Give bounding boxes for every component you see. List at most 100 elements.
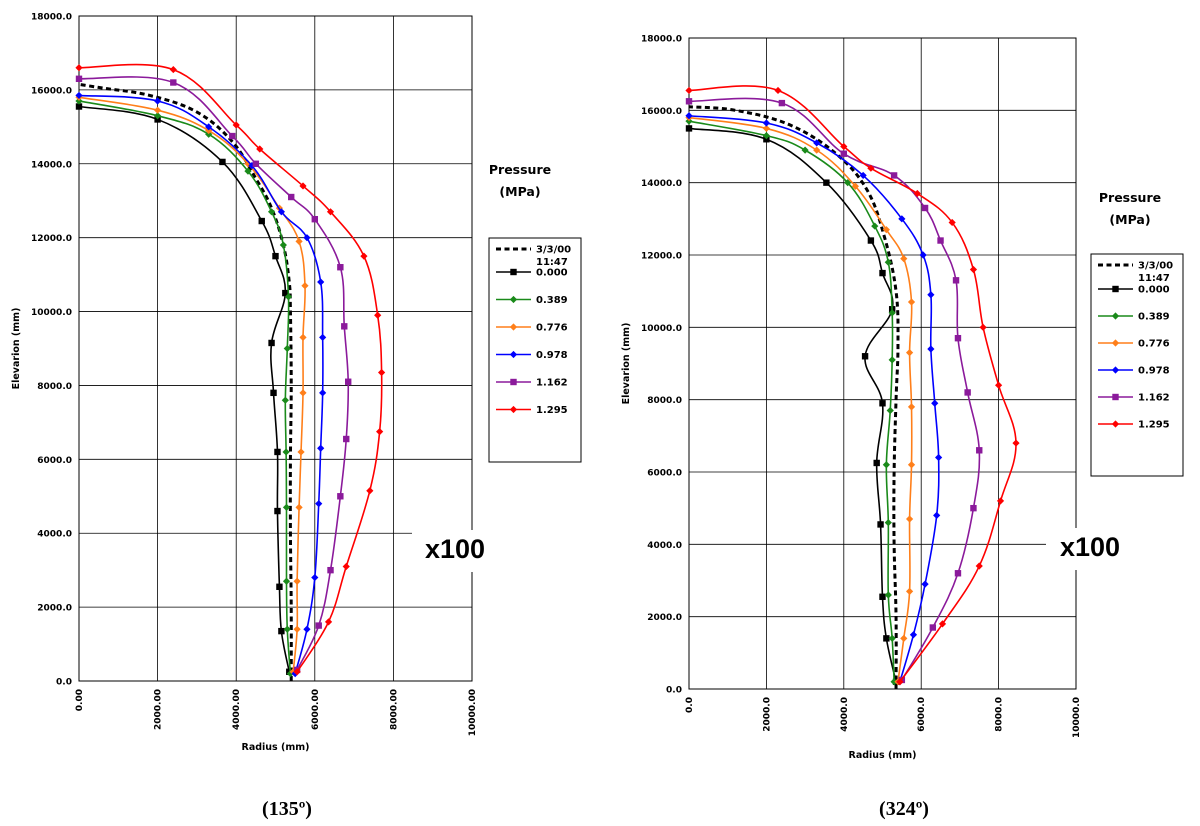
series-0-978 xyxy=(75,91,327,678)
data-point xyxy=(319,333,327,342)
legend-title-unit: (MPa) xyxy=(499,184,540,199)
data-point xyxy=(360,252,368,260)
data-point xyxy=(274,448,281,456)
y-tick-label: 10000.0 xyxy=(31,308,72,318)
data-point xyxy=(907,403,916,411)
data-point xyxy=(884,258,892,266)
legend-title-unit: (MPa) xyxy=(1109,212,1150,227)
data-point xyxy=(258,217,265,225)
data-point xyxy=(685,98,693,105)
data-point xyxy=(888,634,896,642)
legend-entry-label: 0.000 xyxy=(536,268,568,279)
data-point xyxy=(762,119,770,127)
data-point xyxy=(823,179,830,186)
legend-marker xyxy=(1111,420,1120,428)
data-point xyxy=(282,289,289,297)
data-point xyxy=(900,634,908,642)
data-point xyxy=(888,356,896,364)
data-point xyxy=(763,136,770,143)
series-1-295 xyxy=(75,63,386,676)
series-3-3-00 xyxy=(688,105,900,690)
data-point xyxy=(685,125,693,132)
data-point xyxy=(75,75,83,83)
x-tick-label: 10000.00 xyxy=(468,689,478,736)
chart-135-degrees: 0.0 2000.0 4000.0 6000.0 8000.0 10000.0 12000.… xyxy=(11,13,582,820)
data-point xyxy=(343,435,350,443)
legend-entry-label: 0.978 xyxy=(536,350,568,361)
data-point xyxy=(75,103,83,110)
data-point xyxy=(813,146,821,154)
series-line xyxy=(688,97,981,681)
data-point xyxy=(879,400,886,407)
x-tick-label: 10000.0 xyxy=(1072,697,1082,738)
legend-box xyxy=(488,237,582,463)
data-point xyxy=(995,381,1003,389)
series-1-295 xyxy=(685,85,1020,686)
data-point xyxy=(935,453,943,462)
data-point xyxy=(859,171,867,180)
data-point xyxy=(970,504,977,512)
data-point xyxy=(931,399,939,407)
figure-caption: (324º) xyxy=(879,798,929,820)
data-point xyxy=(252,160,260,167)
data-point xyxy=(921,580,929,588)
data-point xyxy=(877,521,884,528)
data-point xyxy=(272,252,279,260)
data-point xyxy=(282,577,291,585)
data-point xyxy=(281,396,289,404)
data-point xyxy=(293,577,301,585)
x-axis-title: Radius (mm) xyxy=(242,742,310,753)
series-0-389 xyxy=(75,97,295,678)
y-tick-label: 4000.0 xyxy=(647,541,682,551)
data-point xyxy=(288,193,295,201)
data-point xyxy=(774,86,782,95)
series-line xyxy=(688,85,1017,683)
x-tick-label: 0.00 xyxy=(75,689,85,711)
data-point xyxy=(900,255,908,263)
data-point xyxy=(293,625,301,633)
data-point xyxy=(948,218,956,227)
y-tick-label: 8000.0 xyxy=(37,382,72,392)
data-point xyxy=(882,226,890,234)
data-point xyxy=(883,635,890,642)
series-line xyxy=(78,96,306,672)
data-point xyxy=(301,282,309,290)
series-line xyxy=(78,63,383,673)
data-point xyxy=(907,298,916,306)
series-line xyxy=(688,120,895,682)
legend-marker xyxy=(509,295,518,304)
x-axis-title: Radius (mm) xyxy=(849,750,917,761)
data-point xyxy=(954,570,962,577)
legend-box xyxy=(1090,253,1184,477)
legend-entry-label: 0.978 xyxy=(1138,366,1170,377)
data-point xyxy=(890,172,898,179)
legend-entry-label: 1.295 xyxy=(536,405,568,416)
data-point xyxy=(884,519,892,527)
data-point xyxy=(919,251,927,259)
data-point xyxy=(954,334,962,342)
data-point xyxy=(840,150,847,157)
data-point xyxy=(205,123,213,131)
x-tick-label: 0.0 xyxy=(685,697,695,713)
data-point xyxy=(274,507,281,515)
data-point xyxy=(282,448,290,456)
data-point xyxy=(884,591,892,599)
gridlines xyxy=(78,15,473,682)
data-point xyxy=(927,291,935,299)
y-tick-label: 12000.0 xyxy=(31,234,72,244)
data-point xyxy=(154,97,162,105)
series-1-162 xyxy=(685,97,983,684)
legend-title: Pressure xyxy=(489,162,551,177)
legend-marker xyxy=(1111,366,1120,374)
data-point xyxy=(896,678,904,686)
data-point xyxy=(154,116,161,123)
data-point xyxy=(326,208,335,216)
data-point xyxy=(882,461,890,469)
figure-caption: (135º) xyxy=(262,798,312,820)
data-point xyxy=(315,500,323,508)
data-point xyxy=(170,79,177,86)
y-tick-label: 14000.0 xyxy=(641,179,682,189)
data-point xyxy=(256,145,264,153)
data-point xyxy=(284,293,293,301)
